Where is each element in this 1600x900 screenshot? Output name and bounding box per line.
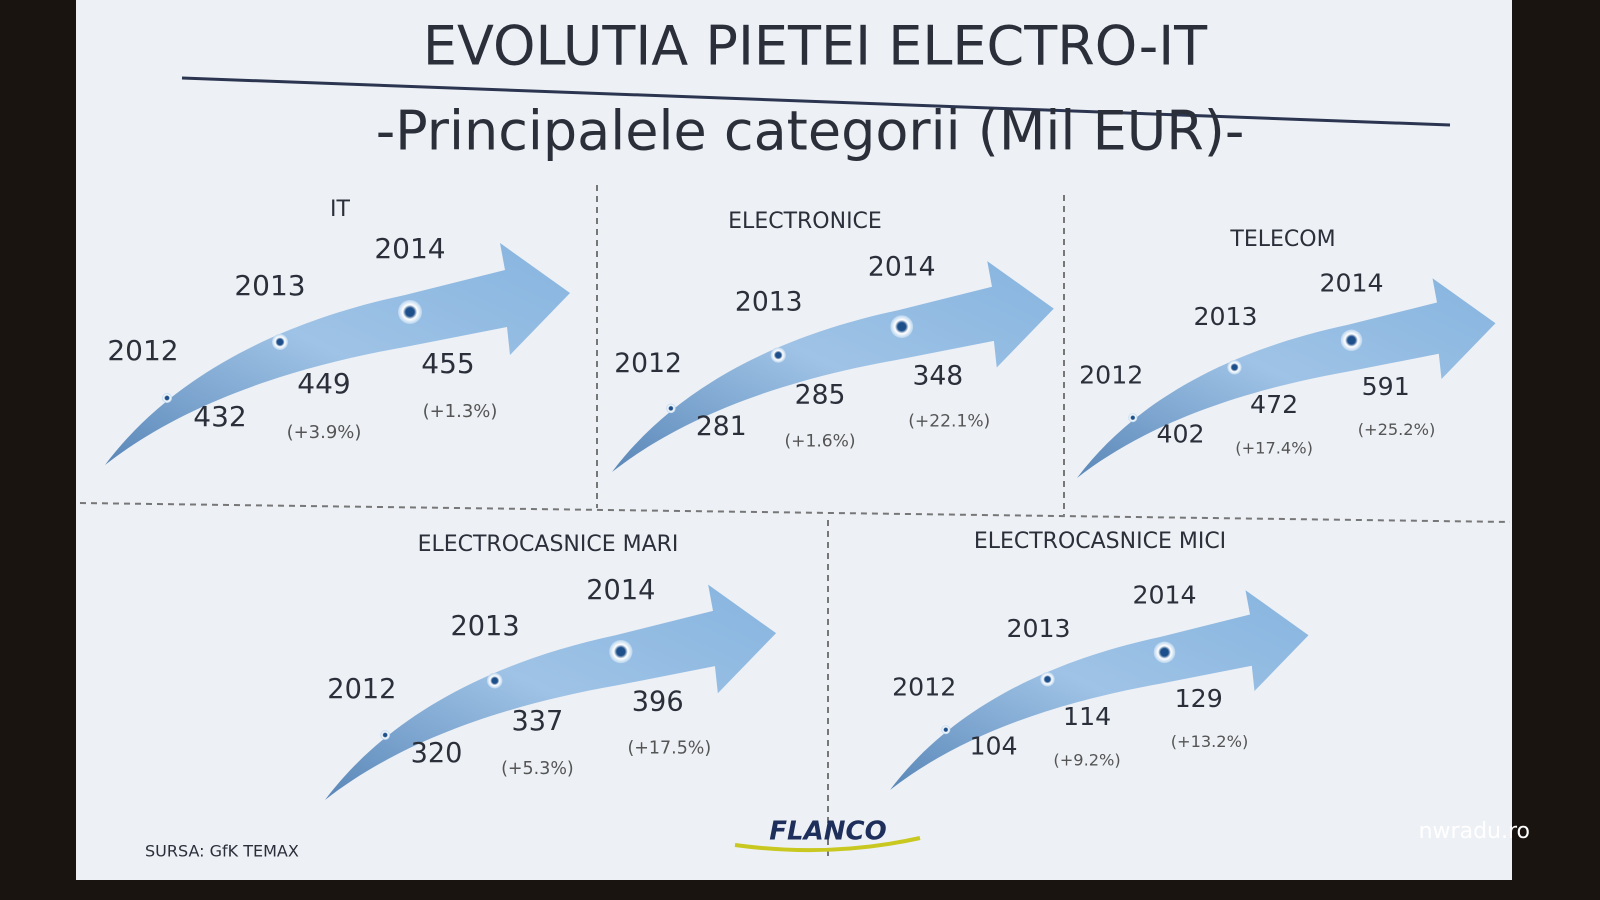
panel-title: IT	[330, 197, 350, 222]
value-label: 285	[795, 380, 846, 411]
year-label: 2013	[450, 611, 519, 642]
subtitle: -Principalele categorii (Mil EUR)-	[376, 100, 1245, 163]
change-label: (+3.9%)	[287, 422, 362, 443]
point-dot	[486, 672, 503, 689]
value-label: 114	[1063, 702, 1111, 731]
value-label: 320	[411, 738, 463, 769]
panel-title: TELECOM	[1229, 227, 1335, 252]
change-label: (+17.5%)	[628, 739, 712, 759]
arrow-group: 2012 320 2013 337 (+5.3%) 2014 396 (+17.5%)	[325, 575, 777, 800]
point-dot	[162, 393, 172, 403]
year-label: 2012	[892, 672, 956, 701]
change-label: (+25.2%)	[1358, 420, 1436, 439]
year-label: 2013	[1006, 614, 1070, 643]
title-rule	[181, 76, 1451, 127]
point-dot	[609, 639, 633, 664]
arrow-group: 2012 104 2013 114 (+9.2%) 2014 129 (+13.2%)	[890, 581, 1309, 790]
value-label: 337	[512, 706, 564, 737]
panel-title: ELECTRONICE	[728, 209, 882, 234]
value-label: 348	[912, 361, 963, 392]
arrow	[1077, 278, 1496, 478]
arrow	[890, 590, 1309, 790]
point-dot	[770, 347, 786, 363]
year-label: 2013	[1193, 302, 1257, 331]
year-label: 2012	[1079, 360, 1143, 389]
value-label: 396	[632, 687, 684, 718]
value-label: 449	[297, 367, 350, 400]
arrow	[105, 243, 570, 465]
logo: FLANCO	[769, 817, 886, 847]
point-dot	[1153, 641, 1176, 664]
panel-title: ELECTROCASNICE MARI	[418, 532, 679, 557]
year-label: 2014	[586, 575, 655, 606]
value-label: 455	[421, 347, 474, 380]
arrow	[612, 261, 1054, 472]
year-label: 2013	[234, 269, 305, 302]
source: SURSA: GfK TEMAX	[145, 842, 299, 861]
change-label: (+22.1%)	[908, 412, 990, 432]
year-label: 2012	[614, 348, 682, 379]
year-label: 2012	[107, 334, 178, 367]
value-label: 432	[193, 400, 246, 433]
arrow-group: 2012 432 2013 449 (+3.9%) 2014 455 (+1.3%)	[105, 232, 570, 465]
change-label: (+5.3%)	[501, 759, 574, 779]
year-label: 2014	[1132, 581, 1196, 610]
point-dot	[1227, 360, 1242, 375]
value-label: 591	[1362, 372, 1410, 401]
value-label: 472	[1250, 390, 1298, 419]
point-dot	[1340, 329, 1363, 352]
change-label: (+13.2%)	[1171, 732, 1249, 751]
year-label: 2014	[374, 232, 445, 265]
title: EVOLUTIA PIETEI ELECTRO-IT	[423, 15, 1208, 78]
logo-swoosh	[734, 836, 921, 853]
point-dot	[1128, 413, 1138, 423]
year-label: 2013	[735, 286, 803, 317]
value-label: 402	[1156, 420, 1204, 449]
point-dot	[666, 403, 676, 414]
arrow-group: 2012 402 2013 472 (+17.4%) 2014 591 (+25.2%)	[1077, 268, 1496, 478]
change-label: (+1.3%)	[423, 401, 498, 422]
arrow	[325, 584, 777, 800]
value-label: 104	[969, 732, 1017, 761]
year-label: 2014	[1319, 268, 1383, 297]
slide	[76, 0, 1512, 880]
panel-title: ELECTROCASNICE MICI	[974, 529, 1226, 554]
change-label: (+17.4%)	[1235, 439, 1313, 458]
point-dot	[398, 300, 422, 324]
point-dot	[890, 315, 914, 339]
value-label: 281	[696, 411, 747, 442]
change-label: (+9.2%)	[1053, 751, 1120, 770]
change-label: (+1.6%)	[785, 432, 856, 452]
dividers	[79, 185, 1511, 860]
point-dot	[272, 334, 288, 350]
point-dot	[1040, 672, 1055, 687]
arrow-group: 2012 281 2013 285 (+1.6%) 2014 348 (+22.1%)	[612, 251, 1054, 472]
value-label: 129	[1175, 684, 1223, 713]
point-dot	[941, 725, 951, 735]
year-label: 2014	[868, 251, 936, 282]
watermark: nwradu.ro	[1419, 819, 1530, 844]
point-dot	[380, 730, 390, 740]
year-label: 2012	[327, 674, 396, 705]
